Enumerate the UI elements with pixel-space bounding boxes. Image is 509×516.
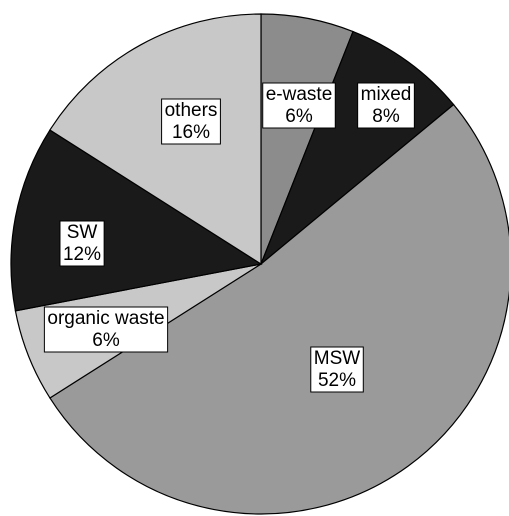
slice-label-name: MSW <box>314 348 361 369</box>
slice-label-value: 8% <box>372 106 400 127</box>
slice-label-value: 6% <box>285 106 313 127</box>
slice-label-name: e-waste <box>266 84 333 105</box>
slice-label-name: others <box>165 100 218 121</box>
slice-label-name: organic waste <box>47 308 164 329</box>
slice-label-box <box>262 82 336 129</box>
slice-label-value: 16% <box>172 122 210 143</box>
slice-label-box <box>43 306 169 353</box>
slice-label-box <box>357 82 415 129</box>
pie-slice-msw <box>49 103 509 515</box>
slice-label-name: mixed <box>361 84 412 105</box>
slice-label-box <box>161 98 221 145</box>
pie-slice-others <box>49 13 262 266</box>
slice-label-box <box>59 220 105 267</box>
slice-label-value: 6% <box>92 330 120 351</box>
slice-label-box <box>310 346 364 393</box>
slice-label-name: SW <box>67 222 98 243</box>
slice-label-value: 12% <box>63 244 101 265</box>
pie-slices <box>10 13 509 515</box>
slice-label-value: 52% <box>318 370 356 391</box>
